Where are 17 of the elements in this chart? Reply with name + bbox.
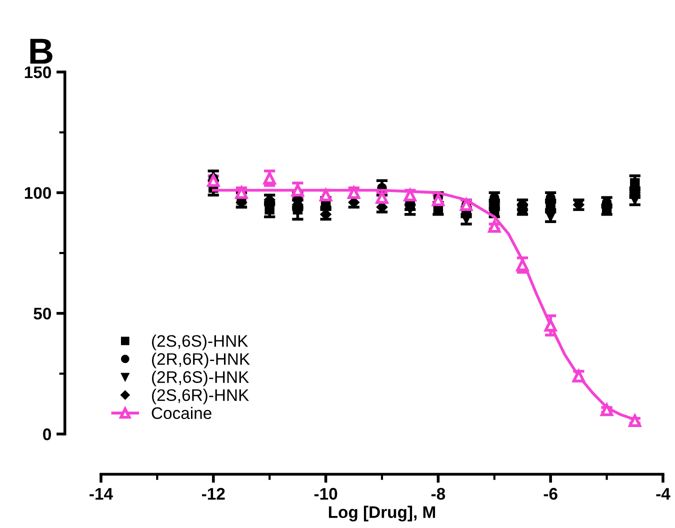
y-tick-label: 100 <box>24 187 51 199</box>
x-tick-label: -14 <box>90 488 113 500</box>
x-tick-label: -4 <box>656 488 670 500</box>
y-tick-label: 50 <box>34 308 51 320</box>
x-tick-label: -8 <box>431 488 446 500</box>
legend-label: (2R,6S)-HNK <box>152 370 249 386</box>
y-tick-label: 150 <box>24 66 51 78</box>
x-tick-label: -12 <box>202 488 225 500</box>
x-tick-label: -10 <box>314 488 338 500</box>
x-axis-title: Log [Drug], M <box>328 506 436 522</box>
legend-label: (2S,6S)-HNK <box>152 334 248 350</box>
chart-title: B <box>30 38 52 64</box>
y-tick-label: 0 <box>43 428 51 440</box>
legend-label: (2S,6R)-HNK <box>152 388 249 404</box>
x-tick-label: -6 <box>544 488 558 500</box>
legend-label: Cocaine <box>152 406 212 420</box>
legend-label: (2R,6R)-HNK <box>152 352 250 368</box>
